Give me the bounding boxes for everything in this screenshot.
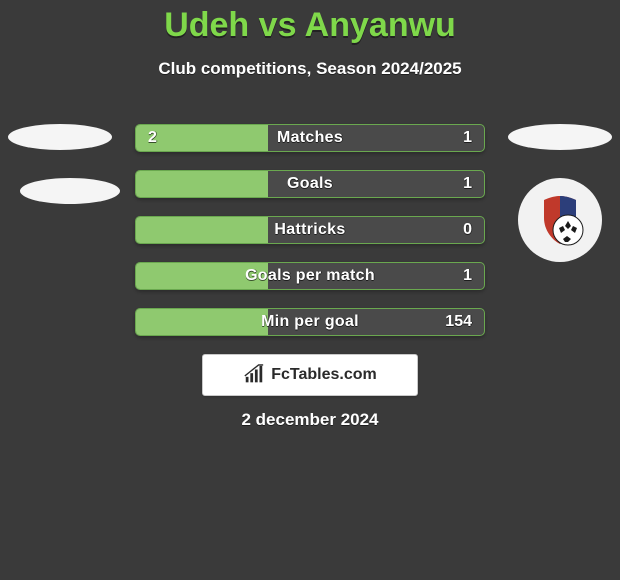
- player2-photo-placeholder: [508, 124, 612, 150]
- date-label: 2 december 2024: [241, 410, 378, 430]
- stat-bar-fill: [136, 171, 268, 197]
- player2-name: Anyanwu: [305, 6, 456, 44]
- stat-right-value: 1: [463, 175, 472, 193]
- vs-separator: vs: [259, 6, 297, 44]
- club-logo: [518, 178, 602, 262]
- stat-right-value: 0: [463, 221, 472, 239]
- brand-link[interactable]: FcTables.com: [202, 354, 418, 396]
- stat-bar-goals-per-match: Goals per match 1: [135, 262, 485, 290]
- stat-label: Min per goal: [261, 313, 359, 331]
- stat-label: Goals: [287, 175, 333, 193]
- stat-label: Hattricks: [274, 221, 345, 239]
- bar-chart-icon: [243, 364, 265, 386]
- stat-bar-goals: Goals 1: [135, 170, 485, 198]
- stat-bar-fill: [136, 309, 268, 335]
- stat-bar-min-per-goal: Min per goal 154: [135, 308, 485, 336]
- player1-name: Udeh: [164, 6, 249, 44]
- stat-bar-matches: 2 Matches 1: [135, 124, 485, 152]
- player1-photo-placeholder-top: [8, 124, 112, 150]
- player1-photo-placeholder-bottom: [20, 178, 120, 204]
- stat-right-value: 154: [445, 313, 472, 331]
- stat-left-value: 2: [148, 129, 157, 147]
- subtitle: Club competitions, Season 2024/2025: [0, 59, 620, 79]
- brand-text: FcTables.com: [271, 366, 377, 384]
- stat-right-value: 1: [463, 267, 472, 285]
- stats-bars: 2 Matches 1 Goals 1 Hattricks 0 Goals pe…: [135, 124, 485, 354]
- stat-right-value: 1: [463, 129, 472, 147]
- stat-label: Goals per match: [245, 267, 375, 285]
- comparison-title: Udeh vs Anyanwu: [0, 0, 620, 45]
- stat-label: Matches: [277, 129, 343, 147]
- stat-bar-hattricks: Hattricks 0: [135, 216, 485, 244]
- stat-bar-fill: [136, 217, 268, 243]
- club-crest-icon: [530, 190, 590, 250]
